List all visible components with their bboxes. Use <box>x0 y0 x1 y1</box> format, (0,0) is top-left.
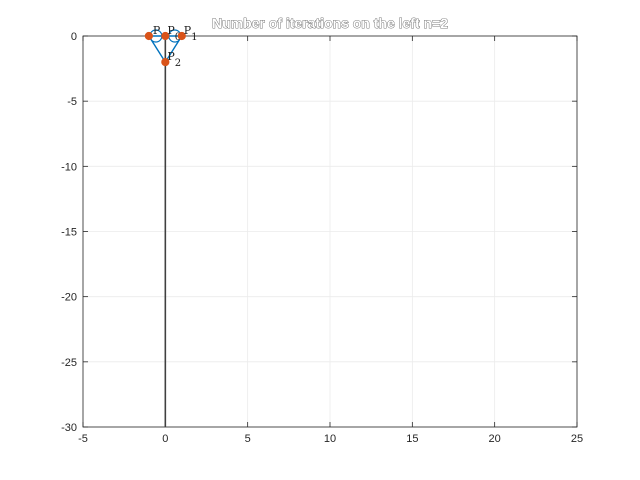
x-tick-label: 20 <box>489 433 501 445</box>
y-tick-label: -5 <box>67 96 77 108</box>
y-tick-label: -15 <box>61 227 77 239</box>
y-tick-label: -20 <box>61 292 77 304</box>
x-tick-label: 15 <box>406 433 418 445</box>
point-label-main: P <box>184 24 192 37</box>
y-tick-label: -10 <box>61 161 77 173</box>
point-label: P1 <box>184 24 198 43</box>
point-label-subscript: 0 <box>175 32 181 43</box>
axis-ticks: -5 0 5 10 15 20 250-5-10-15-20-25-30 <box>61 31 583 445</box>
x-tick-label: 0 <box>162 433 168 445</box>
point-label-main: P <box>167 50 175 63</box>
x-tick-label: 5 <box>245 433 251 445</box>
y-tick-label: -25 <box>61 357 77 369</box>
point-label: P <box>153 24 161 37</box>
y-tick-label: -30 <box>61 422 77 434</box>
data-point <box>177 31 186 41</box>
data-point <box>161 31 170 41</box>
point-label-main: P <box>167 24 175 37</box>
x-tick-label: 25 <box>571 433 583 445</box>
x-tick-label: 10 <box>324 433 336 445</box>
point-label-subscript: 1 <box>191 32 197 43</box>
data-point <box>161 57 170 67</box>
point-label-main: P <box>153 24 161 37</box>
y-tick-label: 0 <box>71 31 77 43</box>
point-label: P0 <box>167 24 181 43</box>
title-layer: Number of iterations on the left n=2 <box>212 15 449 32</box>
point-label: P2 <box>167 50 181 69</box>
x-tick-label: -5 <box>78 433 88 445</box>
chart-title: Number of iterations on the left n=2 <box>212 15 448 31</box>
point-label-subscript: 2 <box>175 58 181 69</box>
data-point <box>144 31 153 41</box>
